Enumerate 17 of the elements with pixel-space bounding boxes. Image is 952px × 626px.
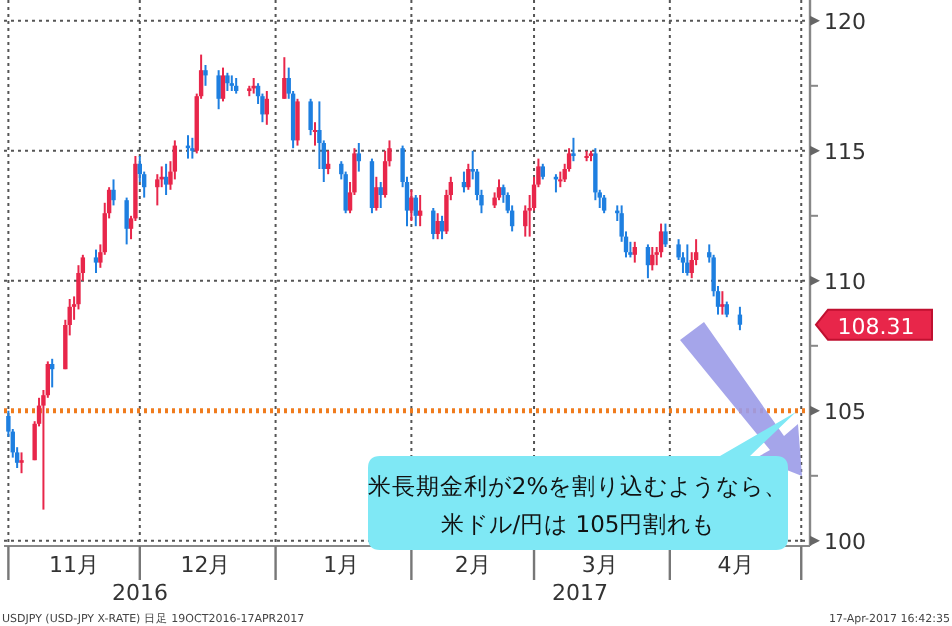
x-tick-label: 3月 <box>581 552 618 578</box>
y-tick-label: 105 <box>824 398 866 425</box>
x-tick-label: 2月 <box>454 552 491 578</box>
text: 108.31 <box>837 313 915 340</box>
x-tick-label: 1月 <box>323 552 360 578</box>
callout: 米長期金利が2%を割り込むようなら、 米ドル/円は 105円割れも <box>367 412 796 550</box>
x-tick-label: 12月 <box>180 552 231 578</box>
text: 2016 <box>112 580 168 606</box>
annotation: 米長期金利が2%を割り込むようなら、 <box>367 472 789 500</box>
y-tick-label: 115 <box>824 138 866 165</box>
x-tick-label: 4月 <box>717 552 754 578</box>
y-tick-label: 100 <box>824 528 866 555</box>
x-tick-label: 11月 <box>49 552 100 578</box>
y-tick-label: 120 <box>824 8 866 35</box>
text: 2017 <box>552 580 608 606</box>
annotation: 米ドル/円は 105円割れも <box>440 510 716 538</box>
y-tick-label: 110 <box>824 268 866 295</box>
